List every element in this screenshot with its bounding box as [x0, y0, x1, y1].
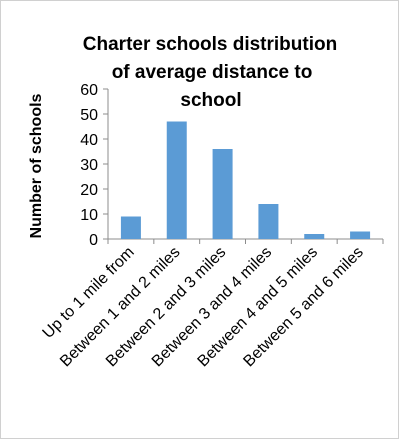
bar [258, 204, 279, 239]
chart-title-line: Charter schools distribution [83, 34, 337, 55]
bar [166, 121, 187, 239]
y-tick-label: 60 [80, 82, 98, 99]
bar [120, 216, 141, 239]
y-axis-label: Number of schools [28, 93, 45, 238]
y-tick-label: 0 [89, 232, 98, 249]
y-tick-label: 30 [80, 157, 98, 174]
bars [120, 121, 371, 239]
axes [103, 88, 384, 244]
bar [350, 231, 371, 239]
y-tick-label: 10 [80, 207, 98, 224]
y-tick-labels: 0 10 20 30 40 50 60 [80, 82, 98, 249]
y-tick-label: 40 [80, 132, 98, 149]
chart-title-line: school [180, 90, 241, 111]
bar [212, 149, 233, 239]
y-tick-label: 50 [80, 107, 98, 124]
bar [304, 234, 325, 239]
y-tick-label: 20 [80, 182, 98, 199]
chart-title: Charter schools distribution of average d… [83, 34, 337, 111]
chart-title-line: of average distance to [112, 62, 313, 83]
